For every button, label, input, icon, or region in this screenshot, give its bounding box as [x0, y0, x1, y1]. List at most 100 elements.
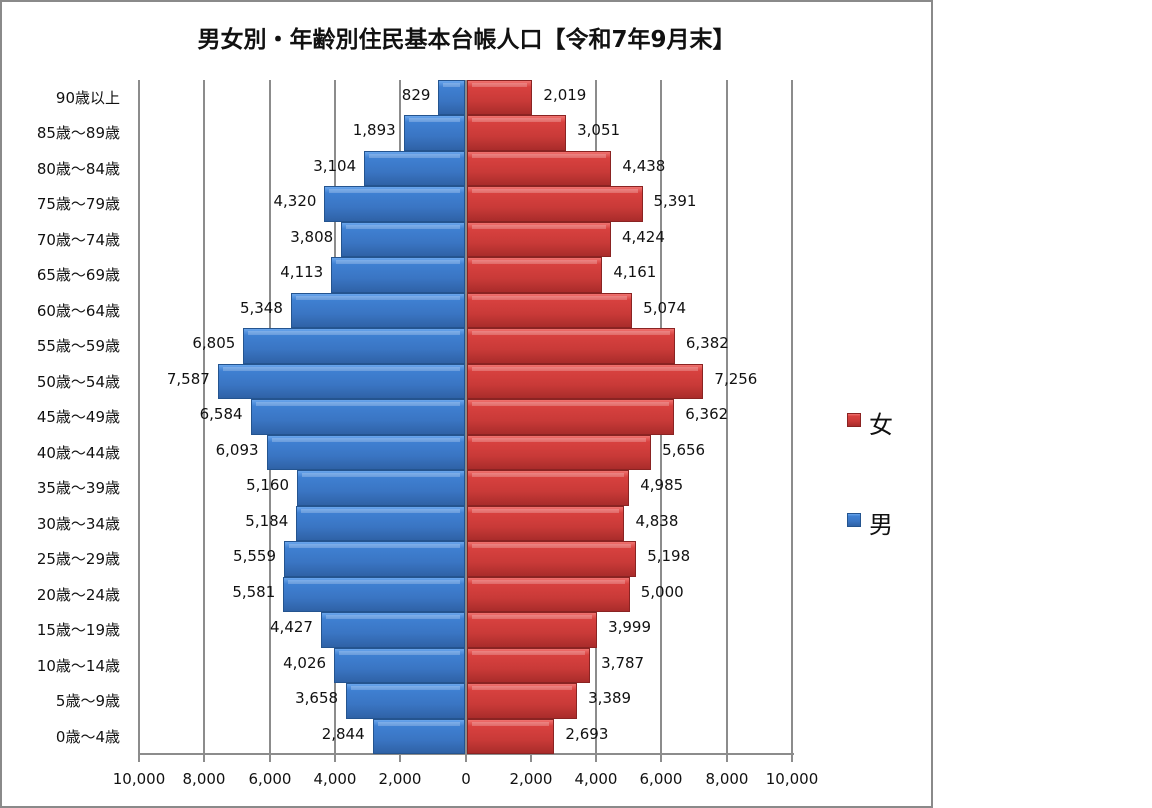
female-value-label: 5,391 [653, 192, 697, 211]
gridline [138, 80, 140, 754]
female-bar [466, 612, 598, 648]
female-bar [466, 505, 625, 542]
male-value-label: 5,348 [239, 298, 283, 317]
category-label: 70歳～74歳 [36, 230, 120, 249]
pyramid-row: 75歳～79歳 4,320 5,391 [37, 186, 792, 222]
pyramid-row: 5歳～9歳 3,658 3,389 [56, 683, 792, 719]
male-bar [250, 399, 466, 435]
x-axis-tick [595, 754, 597, 762]
male-value-label: 5,581 [232, 582, 276, 601]
x-axis-tick-label: 6,000 [639, 770, 683, 788]
x-axis-tick-label: 10,000 [112, 770, 166, 788]
x-axis-tick [530, 754, 532, 762]
category-label: 20歳～24歳 [36, 585, 120, 604]
gridline [203, 80, 205, 754]
x-axis-tick [334, 754, 336, 762]
legend-item-male: 男 [845, 505, 925, 539]
category-label: 0歳～4歳 [55, 727, 120, 746]
female-value-label: 6,382 [685, 334, 729, 353]
female-value-label: 5,656 [662, 440, 706, 459]
x-axis-tick [726, 754, 728, 762]
legend-label-male: 男 [869, 511, 893, 539]
male-bar [334, 647, 466, 684]
male-bar [266, 434, 466, 471]
pyramid-row: 70歳～74歳 3,808 4,424 [37, 221, 792, 258]
male-value-label: 5,160 [246, 476, 290, 495]
x-axis-tick [660, 754, 662, 762]
pyramid-row: 40歳～44歳 6,093 5,656 [37, 434, 792, 471]
female-value-label: 4,438 [622, 156, 666, 175]
legend-swatch-male [847, 513, 861, 527]
male-bar [217, 363, 466, 400]
x-axis-tick-label: 8,000 [182, 770, 226, 788]
female-bar [466, 647, 591, 684]
category-label: 60歳～64歳 [36, 301, 120, 320]
legend-swatch-female [847, 413, 861, 427]
male-value-label: 3,658 [295, 689, 339, 708]
category-label: 45歳～49歳 [36, 408, 120, 427]
male-bar [283, 541, 466, 577]
female-bar [466, 150, 612, 187]
legend-item-female: 女 [845, 405, 925, 439]
category-label: 10歳～14歳 [36, 656, 120, 675]
female-value-label: 2,693 [565, 724, 609, 743]
pyramid-row: 20歳～24歳 5,581 5,000 [37, 576, 792, 613]
female-bar [466, 541, 637, 577]
female-bar [466, 434, 652, 471]
female-bar [466, 576, 630, 613]
pyramid-row: 0歳～4歳 2,844 2,693 [56, 718, 792, 754]
male-value-label: 2,844 [321, 724, 365, 743]
x-axis-tick-label: 4,000 [313, 770, 357, 788]
male-bar [372, 718, 466, 754]
male-value-label: 5,559 [233, 547, 276, 566]
pyramid-row: 25歳～29歳 5,559 5,198 [37, 541, 792, 577]
pyramid-row: 15歳～19歳 4,427 3,999 [37, 612, 792, 648]
female-value-label: 3,787 [601, 653, 645, 672]
gridline [791, 80, 793, 754]
male-value-label: 3,104 [313, 156, 357, 175]
female-bar [466, 115, 567, 151]
x-axis-tick-label: 0 [461, 770, 471, 788]
female-bar [466, 470, 630, 506]
x-axis-tick-label: 6,000 [248, 770, 292, 788]
legend-label-female: 女 [869, 411, 893, 439]
male-bar [346, 683, 466, 719]
male-bar [320, 612, 466, 648]
category-label: 15歳～19歳 [36, 621, 120, 640]
x-axis-tick [138, 754, 140, 762]
male-bar [297, 470, 466, 506]
category-label: 75歳～79歳 [36, 195, 120, 214]
male-value-label: 4,113 [280, 263, 324, 282]
x-axis-tick-label: 2,000 [378, 770, 422, 788]
male-bar [403, 115, 466, 151]
pyramid-row: 60歳～64歳 5,348 5,074 [37, 292, 792, 329]
pyramid-row: 45歳～49歳 6,584 6,362 [37, 399, 792, 435]
male-value-label: 5,184 [245, 511, 289, 530]
male-value-label: 829 [401, 86, 431, 104]
category-label: 50歳～54歳 [36, 372, 120, 391]
male-bar [331, 257, 466, 293]
pyramid-row: 85歳～89歳 1,893 3,051 [37, 115, 792, 151]
x-axis-tick [465, 754, 467, 762]
male-bar [438, 80, 466, 116]
pyramid-row: 30歳～34歳 5,184 4,838 [37, 505, 792, 542]
male-bar [243, 328, 466, 364]
pyramid-row: 90歳以上 829 2,019 [56, 80, 792, 116]
category-label: 85歳～89歳 [36, 124, 120, 143]
chart-title: 男女別・年齢別住民基本台帳人口【令和7年9月末】 [197, 27, 736, 53]
female-value-label: 5,198 [647, 547, 691, 566]
category-label: 40歳～44歳 [36, 443, 120, 462]
category-label: 35歳～39歳 [36, 479, 120, 498]
x-axis-tick [399, 754, 401, 762]
female-bar [466, 80, 533, 116]
female-bar [466, 328, 675, 364]
x-axis-tick [203, 754, 205, 762]
category-label: 90歳以上 [55, 89, 120, 107]
female-value-label: 5,074 [643, 298, 687, 317]
female-bar [466, 399, 675, 435]
category-label: 55歳～59歳 [36, 337, 120, 356]
female-value-label: 7,256 [714, 369, 758, 388]
category-label: 80歳～84歳 [36, 159, 120, 178]
male-value-label: 4,320 [273, 192, 317, 211]
x-axis-tick [269, 754, 271, 762]
